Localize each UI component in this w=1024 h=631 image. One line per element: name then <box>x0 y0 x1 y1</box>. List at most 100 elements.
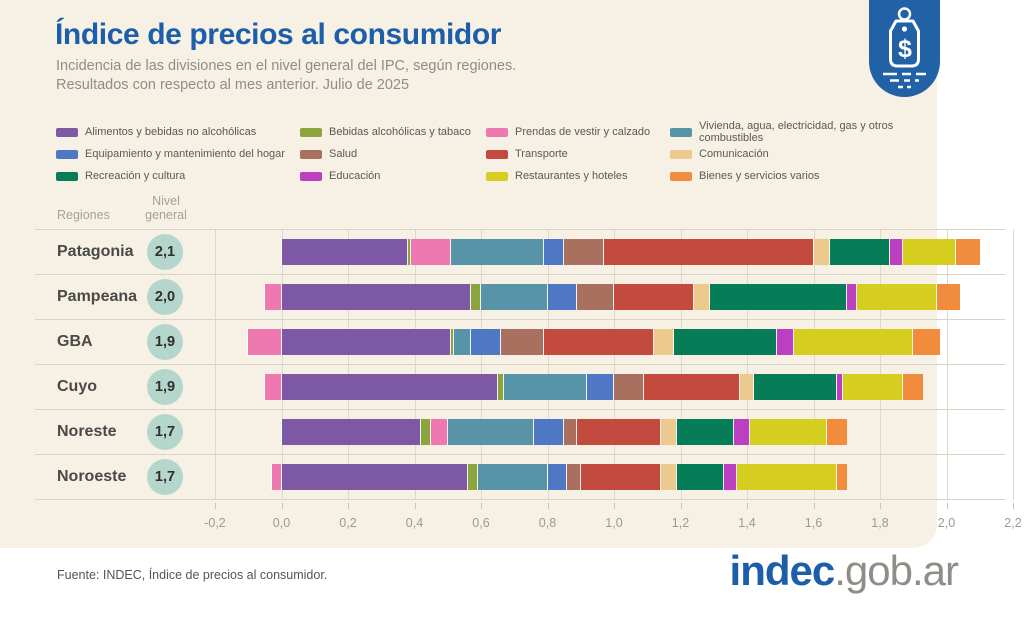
bar-segment <box>281 239 408 265</box>
legend-item: Bebidas alcohólicas y tabaco <box>300 121 486 143</box>
table-row: Pampeana 2,0 <box>35 275 1005 320</box>
bar-segment <box>903 239 957 265</box>
bar-segment <box>281 464 468 490</box>
stacked-bar <box>215 239 1013 265</box>
bar-segment <box>956 239 980 265</box>
bar-segment <box>504 374 588 400</box>
axis-tick-label: 2,0 <box>937 516 956 530</box>
legend-label: Prendas de vestir y calzado <box>515 126 651 138</box>
table-row: Patagonia 2,1 <box>35 230 1005 275</box>
legend-swatch <box>56 127 78 137</box>
legend-label: Transporte <box>515 148 568 160</box>
axis-tick-label: 0,4 <box>405 516 424 530</box>
axis-tick-label: 0,6 <box>472 516 490 530</box>
bar-segment <box>673 329 777 355</box>
bar-segment <box>411 239 452 265</box>
nivel-general-badge: 1,7 <box>147 414 183 450</box>
ipc-logo-badge: $ <box>869 0 940 97</box>
bar-segment <box>577 419 661 445</box>
legend-item: Prendas de vestir y calzado <box>486 121 670 143</box>
axis-tick-label: 0,0 <box>272 516 291 530</box>
axis-tick-label: 1,2 <box>671 516 690 530</box>
price-tag-icon: $ <box>883 7 926 89</box>
region-label: Patagonia <box>57 243 134 260</box>
stacked-bar <box>215 419 1013 445</box>
bar-segment <box>421 419 432 445</box>
legend-label: Alimentos y bebidas no alcohólicas <box>85 126 257 138</box>
region-label: Cuyo <box>57 378 97 395</box>
bar-segment <box>913 329 940 355</box>
bar-segment <box>693 284 711 310</box>
bar-segment <box>547 284 578 310</box>
bar-segment <box>271 464 282 490</box>
legend-label: Equipamiento y mantenimiento del hogar <box>85 148 285 160</box>
bar-segment <box>567 464 581 490</box>
legend-swatch <box>300 171 322 181</box>
bar-segment <box>407 239 412 265</box>
subtitle-line-1: Incidencia de las divisiones en el nivel… <box>56 58 517 74</box>
brand-domain: .gob.ar <box>834 547 959 594</box>
bar-segment <box>936 284 960 310</box>
axis-tick-label: 1,0 <box>605 516 623 530</box>
bar-segment <box>454 329 472 355</box>
axis-tick <box>813 503 815 509</box>
bar-segment <box>776 329 794 355</box>
bar-segment <box>564 419 578 445</box>
bar-segment <box>471 329 501 355</box>
bar-segment <box>604 239 814 265</box>
bar-segment <box>614 374 644 400</box>
stacked-bar <box>215 329 1013 355</box>
svg-text:$: $ <box>898 35 912 63</box>
axis-tick <box>414 503 416 509</box>
bar-segment <box>580 464 661 490</box>
bar-segment <box>431 419 448 445</box>
bar-segment <box>451 239 545 265</box>
bar-segment <box>544 329 654 355</box>
bar-segment <box>643 374 741 400</box>
legend-label: Salud <box>329 148 358 160</box>
axis-tick-label: 1,6 <box>804 516 823 530</box>
legend-swatch <box>670 171 692 181</box>
bar-segment <box>723 464 738 490</box>
region-label: GBA <box>57 333 93 350</box>
bar-segment <box>481 284 548 310</box>
bar-segment <box>830 239 890 265</box>
gridline <box>1013 229 1014 500</box>
axis-tick-label: 0,8 <box>538 516 557 530</box>
bar-segment <box>793 329 914 355</box>
legend-swatch <box>486 149 508 159</box>
axis-tick <box>614 503 615 509</box>
bar-segment <box>843 374 904 400</box>
legend-item: Salud <box>300 143 486 165</box>
legend-label: Educación <box>329 170 381 182</box>
legend-swatch <box>670 149 692 159</box>
bar-segment <box>710 284 847 310</box>
page-title: Índice de precios al consumidor <box>55 18 502 51</box>
legend-item: Recreación y cultura <box>56 165 300 187</box>
legend-item: Bienes y servicios varios <box>670 165 936 187</box>
bar-segment <box>750 419 827 445</box>
source-note: Fuente: INDEC, Índice de precios al cons… <box>57 568 328 582</box>
axis-tick <box>547 503 549 509</box>
bar-segment <box>281 284 472 310</box>
axis-tick-label: 1,4 <box>738 516 756 530</box>
axis-tick <box>1013 503 1014 509</box>
bar-segment <box>614 284 694 310</box>
bar-segment <box>677 419 734 445</box>
axis-tick-label: 2,2 <box>1004 516 1022 530</box>
stacked-bar <box>215 374 1013 400</box>
bar-segment <box>753 374 837 400</box>
axis-tick <box>481 503 482 509</box>
region-label: Pampeana <box>57 288 138 305</box>
nivel-general-badge: 2,0 <box>147 279 183 315</box>
x-axis: -0,2 0,0 0,2 0,4 0,6 0,8 1,0 1,2 1,4 1,6 1,8 2,0 2,2 <box>204 503 1022 535</box>
region-label: Noroeste <box>57 468 127 485</box>
bar-segment <box>577 284 614 310</box>
bar-segment <box>660 464 678 490</box>
legend-label: Recreación y cultura <box>85 170 186 182</box>
legend-item: Equipamiento y mantenimiento del hogar <box>56 143 300 165</box>
bar-segment <box>826 419 847 445</box>
legend-label: Comunicación <box>699 148 769 160</box>
stacked-bar <box>215 464 1013 490</box>
